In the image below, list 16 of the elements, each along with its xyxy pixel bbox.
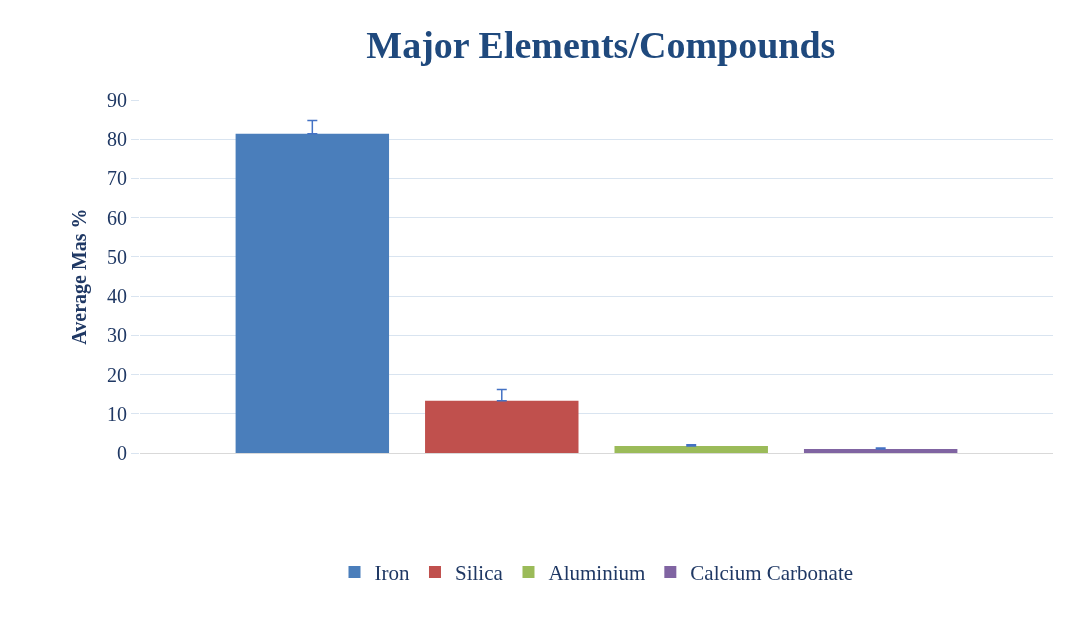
y-tick-label: 20 bbox=[107, 363, 127, 386]
y-tick-label: 0 bbox=[117, 442, 127, 464]
y-tick-label: 50 bbox=[107, 245, 127, 268]
y-tick-label: 40 bbox=[107, 285, 127, 308]
y-tick-label: 10 bbox=[107, 402, 127, 425]
y-tick-label: 80 bbox=[107, 128, 127, 151]
y-tick-label: 30 bbox=[107, 324, 127, 347]
legend-label: Silica bbox=[454, 561, 504, 586]
y-tick-label: 70 bbox=[107, 167, 127, 190]
y-axis-title: Average Mas % bbox=[67, 208, 91, 345]
chart-title: Major Elements/Compounds bbox=[366, 23, 836, 66]
legend-label: Aluminium bbox=[548, 561, 646, 586]
y-tick-label: 60 bbox=[107, 206, 127, 229]
legend-label: Calcium Carbonate bbox=[690, 561, 854, 586]
y-tick-label: 90 bbox=[107, 89, 127, 111]
legend-label: Iron bbox=[374, 561, 410, 586]
